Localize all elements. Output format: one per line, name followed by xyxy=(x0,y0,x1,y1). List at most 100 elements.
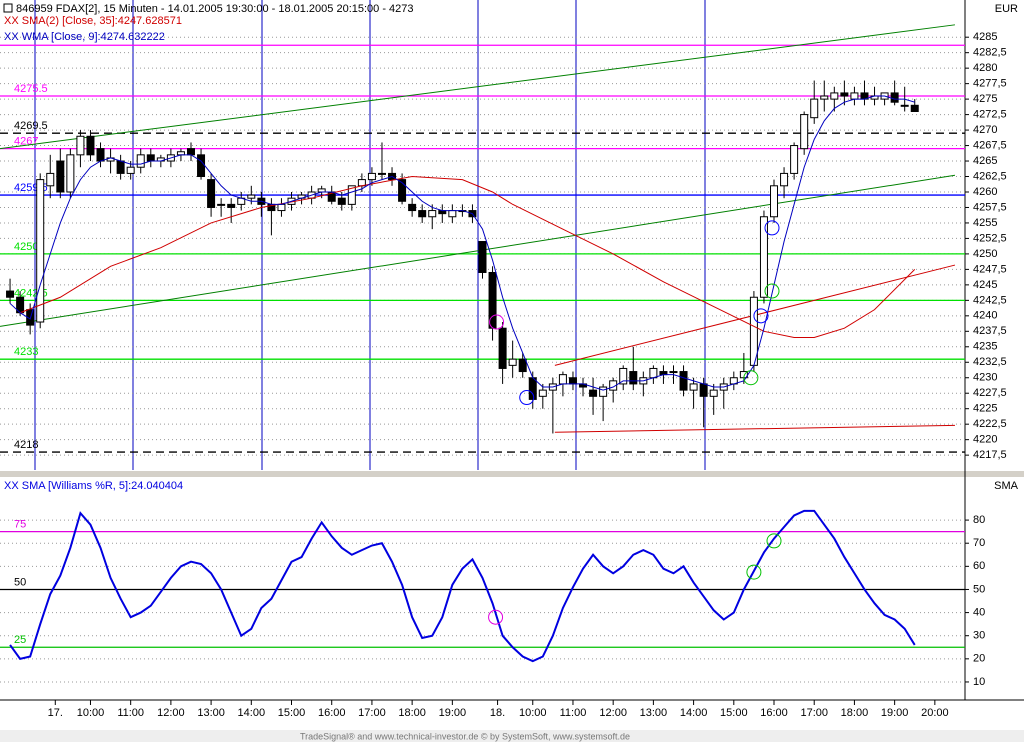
x-tick-label: 19:00 xyxy=(881,707,909,719)
y-tick-label: 80 xyxy=(973,514,985,526)
x-tick-label: 12:00 xyxy=(157,707,185,719)
candle-body xyxy=(830,92,839,100)
icon xyxy=(3,3,13,13)
legend-entry: XX SMA [Williams %R, 5]:24.040404 xyxy=(4,480,183,492)
candle-body xyxy=(759,216,768,298)
signal-marker xyxy=(753,308,769,324)
candle-body xyxy=(528,377,537,400)
candle-body xyxy=(689,383,698,391)
legend-entry: XX WMA [Close, 9]:4274.632222 xyxy=(4,31,165,43)
candle-body xyxy=(277,203,286,212)
y-tick-label: 4217,5 xyxy=(973,449,1007,461)
candle-body xyxy=(227,203,236,208)
candle-body xyxy=(478,241,487,273)
y-tick-label: 4282,5 xyxy=(973,47,1007,59)
header-title: 846959 FDAX[2], 15 Minuten - 14.01.2005 … xyxy=(16,3,414,15)
x-tick-label: 18:00 xyxy=(841,707,869,719)
candle-body xyxy=(207,179,216,208)
trendline xyxy=(0,24,956,150)
candle-body xyxy=(568,377,577,385)
y-tick-label: 10 xyxy=(973,676,985,688)
y-tick-label: 4275 xyxy=(973,93,997,105)
series-line xyxy=(9,509,916,663)
candle-body xyxy=(790,145,799,174)
level-label: 4267 xyxy=(14,136,38,148)
x-tick-label: 18:00 xyxy=(398,707,426,719)
x-tick-label: 14:00 xyxy=(238,707,266,719)
level-label: 25 xyxy=(14,634,26,646)
candle-body xyxy=(136,154,145,168)
x-tick-label: 11:00 xyxy=(560,707,587,719)
y-tick-label: 4267,5 xyxy=(973,139,1007,151)
candle-body xyxy=(247,194,256,199)
footer: TradeSignal® and www.technical-investor.… xyxy=(300,731,630,741)
x-tick-label: 17:00 xyxy=(800,707,828,719)
candle-body xyxy=(820,95,829,100)
candle-body xyxy=(367,172,376,181)
candle-body xyxy=(619,367,628,385)
trendline xyxy=(554,424,955,433)
y-tick-label: 4227,5 xyxy=(973,387,1007,399)
candle-body xyxy=(116,160,125,174)
y-tick-label: 4260 xyxy=(973,186,997,198)
x-tick-label: 10:00 xyxy=(519,707,547,719)
candle-body xyxy=(589,389,598,397)
x-tick-label: 15:00 xyxy=(720,707,748,719)
x-tick-label: 14:00 xyxy=(680,707,708,719)
x-tick-label: 11:00 xyxy=(117,707,144,719)
candle-body xyxy=(66,154,75,193)
y-tick-label: 4262,5 xyxy=(973,170,1007,182)
candle-body xyxy=(850,92,859,100)
candle-body xyxy=(337,197,346,205)
level-label: 50 xyxy=(14,576,26,588)
candle-body xyxy=(900,104,909,107)
signal-marker xyxy=(743,370,759,386)
candle-body xyxy=(669,371,678,374)
y-tick-label: 50 xyxy=(973,583,985,595)
currency-label: EUR xyxy=(995,3,1018,15)
x-tick-label: 19:00 xyxy=(439,707,467,719)
x-tick-label: 12:00 xyxy=(599,707,627,719)
candle-body xyxy=(800,114,809,150)
y-tick-label: 4230 xyxy=(973,372,997,384)
y-tick-label: 4225 xyxy=(973,403,997,415)
y-tick-label: 4277,5 xyxy=(973,78,1007,90)
y-tick-label: 30 xyxy=(973,630,985,642)
candle-body xyxy=(76,135,85,156)
candle-body xyxy=(146,154,155,162)
candle-body xyxy=(126,166,135,174)
candle-body xyxy=(418,210,427,218)
candle-body xyxy=(428,210,437,218)
candle-body xyxy=(217,203,226,206)
y-tick-label: 4222,5 xyxy=(973,418,1007,430)
candle-body xyxy=(780,172,789,187)
x-tick-label: 17. xyxy=(48,707,63,719)
candle-body xyxy=(377,172,386,175)
candle-body xyxy=(186,148,195,156)
y-tick-label: 4272,5 xyxy=(973,108,1007,120)
series-line xyxy=(19,176,916,338)
candle-body xyxy=(518,358,527,373)
x-tick-label: 16:00 xyxy=(318,707,346,719)
y-tick-label: 4250 xyxy=(973,248,997,260)
trendline xyxy=(0,174,956,327)
signal-marker xyxy=(488,609,504,625)
level-label: 75 xyxy=(14,519,26,531)
x-tick-label: 10:00 xyxy=(77,707,105,719)
footer-bar xyxy=(0,730,1024,742)
signal-marker xyxy=(519,390,535,406)
candle-body xyxy=(609,380,618,391)
signal-marker xyxy=(489,314,505,330)
level-label: 4233 xyxy=(14,346,38,358)
signal-marker xyxy=(764,220,780,236)
candle-body xyxy=(347,185,356,205)
y-tick-label: 4255 xyxy=(973,217,997,229)
candle-body xyxy=(408,203,417,212)
y-tick-label: 4280 xyxy=(973,62,997,74)
candle-body xyxy=(840,92,849,97)
series-line xyxy=(9,95,915,391)
x-tick-label: 18. xyxy=(490,707,505,719)
y-tick-label: 4245 xyxy=(973,279,997,291)
